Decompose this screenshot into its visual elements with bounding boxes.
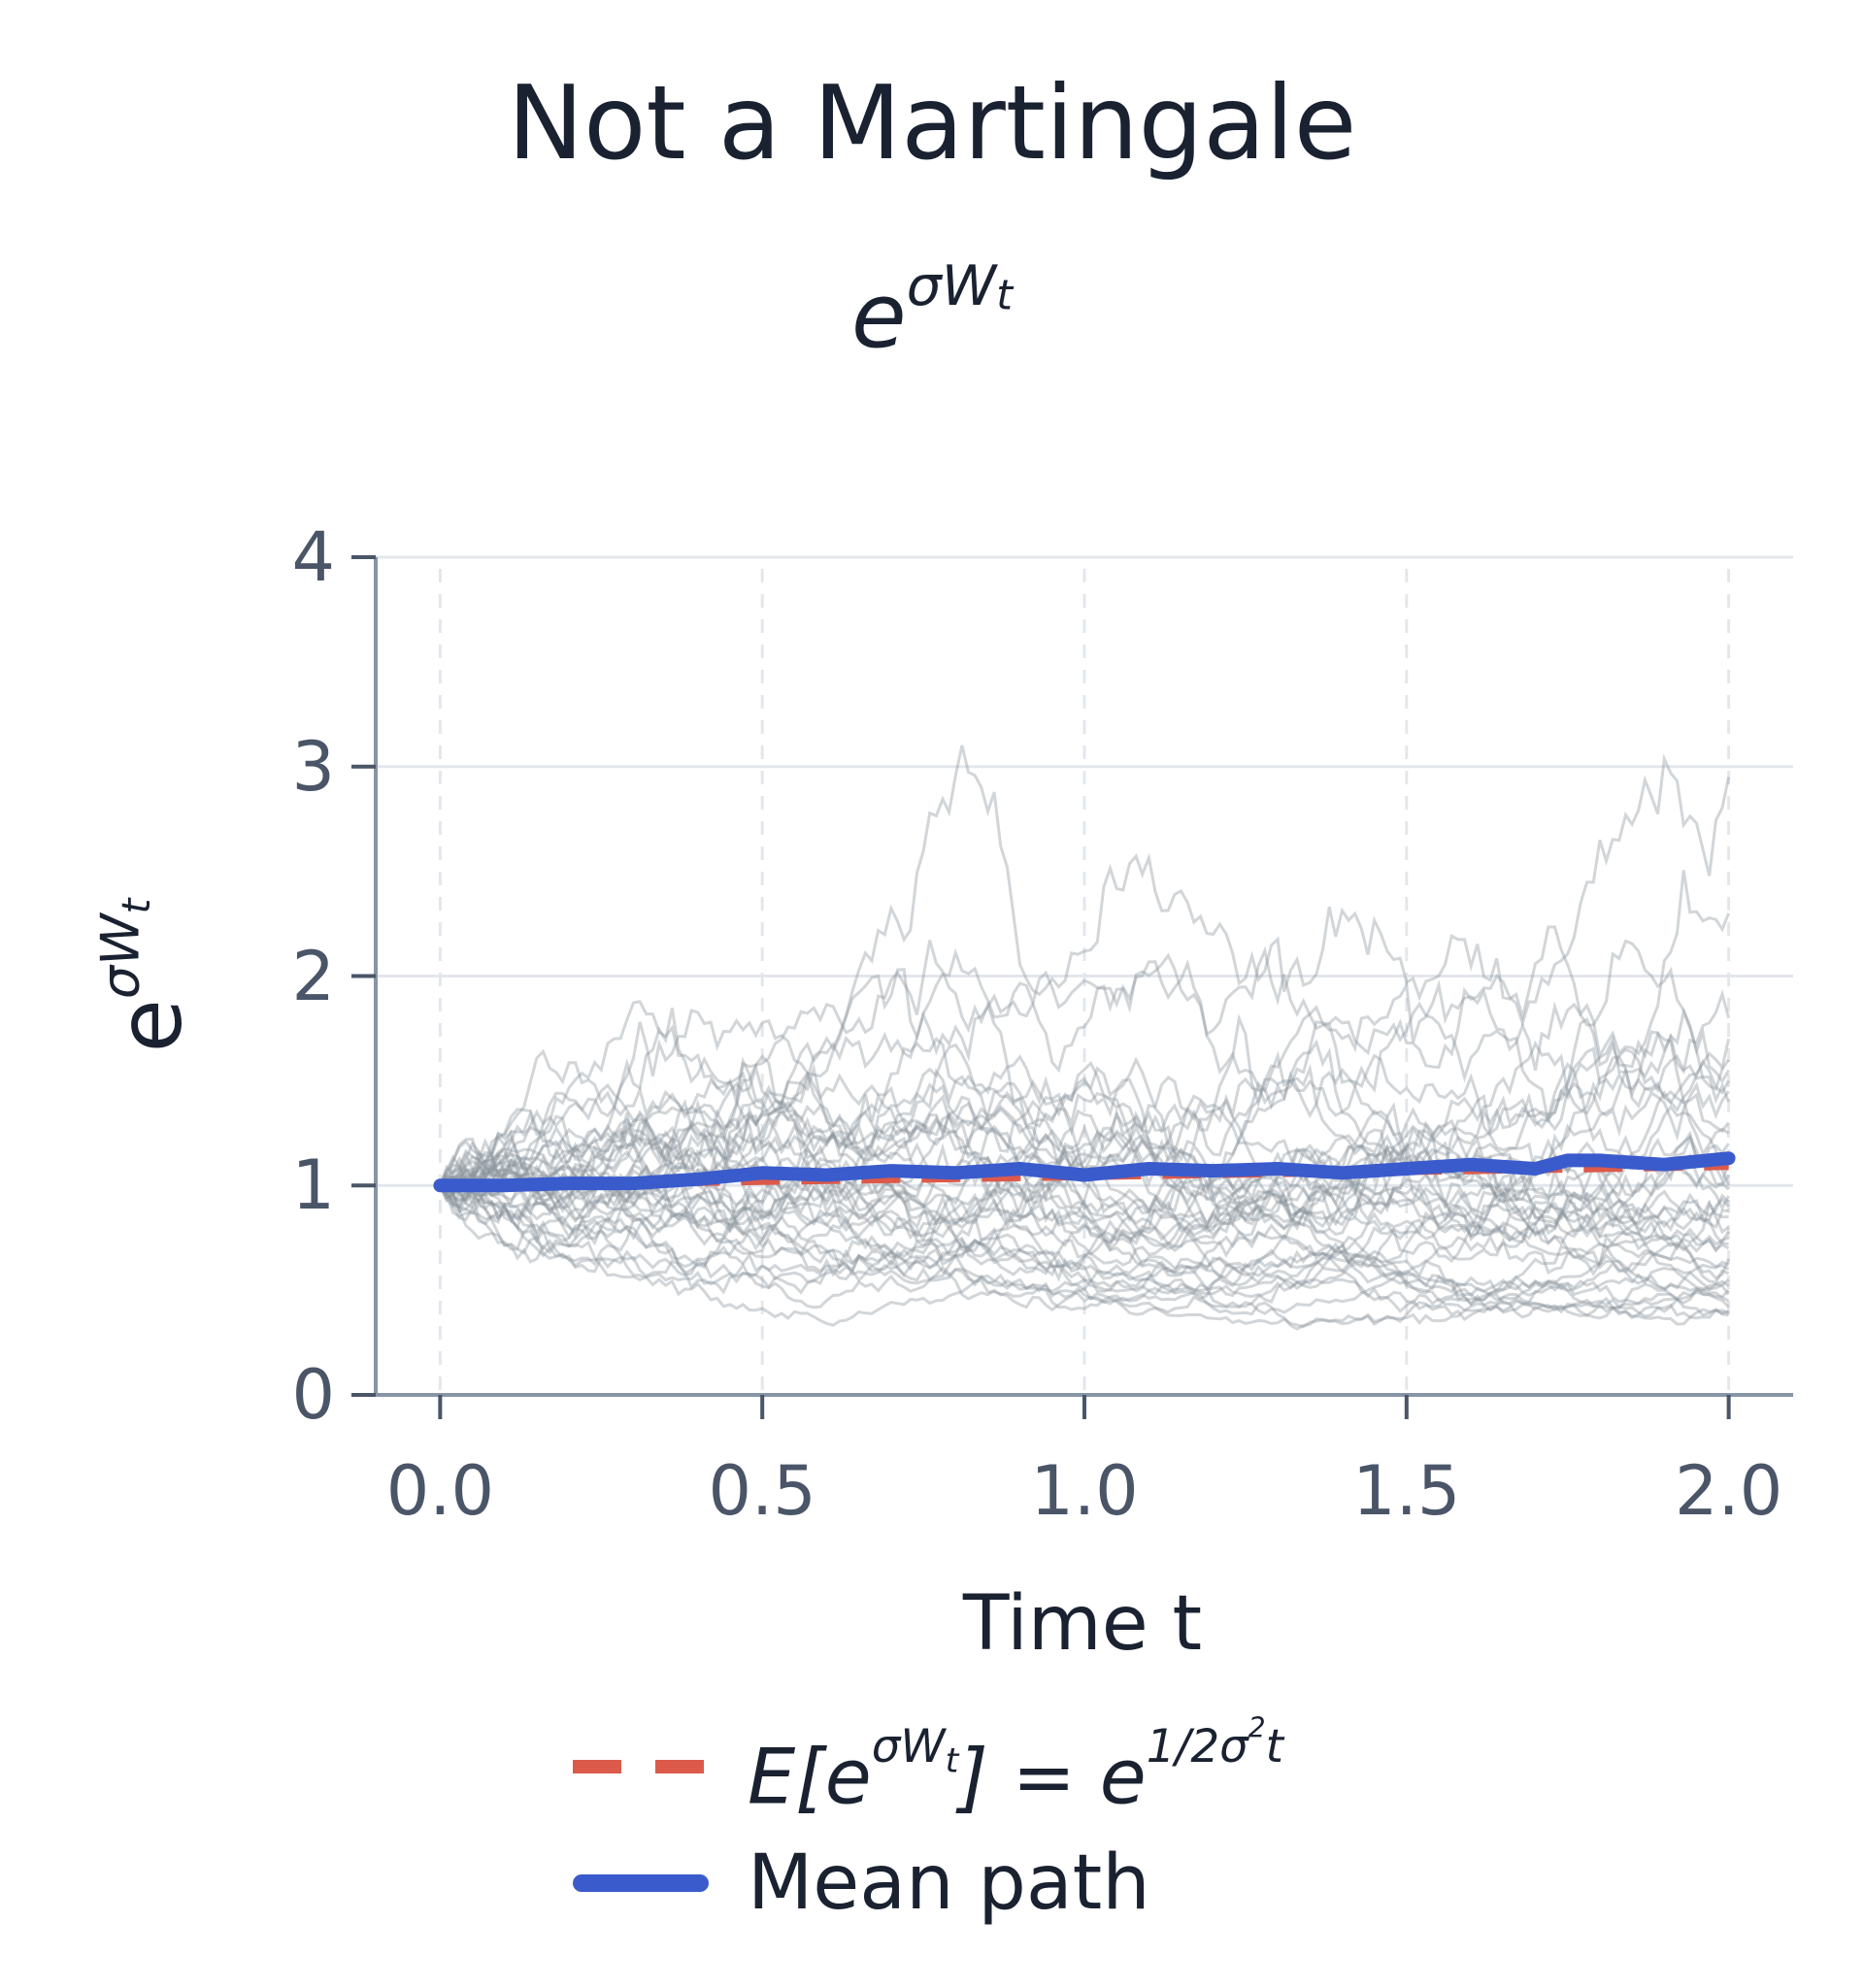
legend-sup1-text: σW [871, 1721, 946, 1774]
x-tick-label: 0.5 [708, 1451, 816, 1531]
legend-label-part-e: E[e [748, 1734, 872, 1822]
chart-title: Not a Martingale [507, 64, 1357, 182]
sample-path [439, 1061, 1730, 1327]
sample-path [440, 1155, 1730, 1292]
y-tick-label: 4 [291, 517, 335, 597]
sample-path [439, 945, 1730, 1280]
x-axis-title: Time t [962, 1580, 1203, 1668]
sample-path [440, 1046, 1730, 1252]
sample-path [439, 1043, 1730, 1230]
ytitle-sup: σWt [89, 899, 159, 1000]
legend-sub1: t [945, 1740, 959, 1781]
sample-path [439, 1184, 1730, 1305]
sample-path [439, 753, 1731, 1226]
sample-path [439, 745, 1730, 1211]
sample-path [440, 1162, 1730, 1301]
legend-sup-2: 2 [1248, 1711, 1266, 1744]
x-tick-label: 0.0 [385, 1451, 495, 1531]
legend-sigma: σ [1219, 1721, 1248, 1774]
legend-t: t [1265, 1721, 1284, 1774]
x-tick-label: 1.5 [1352, 1451, 1461, 1531]
sample-path [439, 1184, 1730, 1331]
sample-path [439, 1164, 1729, 1267]
sample-path [439, 1040, 1730, 1239]
legend-swatch-dashed [573, 1760, 709, 1773]
sample-path [439, 1130, 1730, 1308]
sample-path [438, 1143, 1730, 1245]
x-tick-label: 1.0 [1030, 1451, 1139, 1531]
series-lines [433, 1151, 1736, 1193]
chart-subtitle: eσWt [0, 254, 1864, 368]
ytitle-base: e [99, 999, 202, 1053]
y-tick-label: 0 [291, 1355, 335, 1435]
y-tick-label: 2 [291, 936, 335, 1016]
legend-item-mean-path: Mean path [573, 1830, 1150, 1937]
sample-path [439, 1181, 1730, 1315]
legend-sup1: σWt [871, 1721, 959, 1780]
sample-path [440, 1112, 1730, 1275]
y-tick-label: 3 [291, 726, 335, 807]
sample-path [439, 1109, 1730, 1275]
subtitle-sup-text: σW [906, 254, 997, 318]
y-axis-title: eσWt [89, 899, 201, 1053]
sample-path [439, 1170, 1730, 1329]
sample-path [439, 1181, 1730, 1326]
series-line-mean-path [433, 1151, 1736, 1193]
sample-path [440, 940, 1731, 1198]
legend-label-expectation: E[eσWt] = e1/2σ2t [748, 1712, 1283, 1821]
sample-path [439, 1167, 1729, 1278]
legend-item-expectation: E[eσWt] = e1/2σ2t [573, 1712, 1283, 1821]
legend-frac: 1/2 [1146, 1721, 1220, 1774]
sample-path [439, 1068, 1730, 1252]
sample-path [439, 1031, 1730, 1255]
sample-path [439, 1062, 1730, 1228]
legend-label-part-mid: ] = e [958, 1734, 1147, 1822]
subtitle-sub: t [996, 271, 1013, 320]
axes [351, 555, 1793, 1419]
sample-path [439, 1055, 1730, 1221]
legend-swatch-solid [573, 1874, 709, 1892]
legend-sup2: 1/2σ2t [1146, 1712, 1284, 1774]
x-tick-label: 2.0 [1674, 1451, 1783, 1531]
subtitle-sup: σWt [906, 254, 1013, 320]
sample-path [439, 1100, 1730, 1271]
sample-path [439, 1038, 1731, 1231]
sample-path [439, 1129, 1730, 1314]
legend-label-mean-path: Mean path [748, 1839, 1150, 1927]
subtitle-base: e [851, 263, 907, 368]
y-tick-label: 1 [291, 1145, 335, 1226]
sample-path [440, 1089, 1729, 1276]
sample-path [439, 1181, 1730, 1295]
ytitle-sub: t [113, 898, 160, 914]
ytitle-sup-text: σW [89, 913, 151, 1000]
